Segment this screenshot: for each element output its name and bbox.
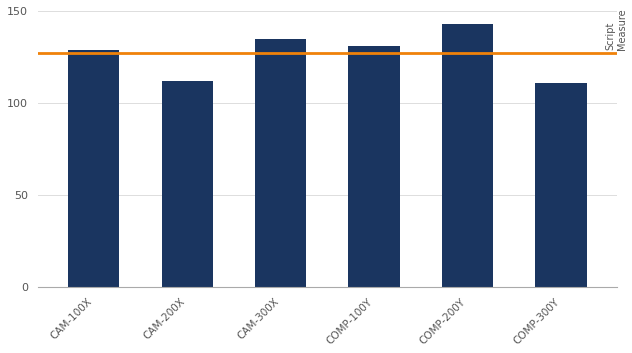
Bar: [162, 81, 213, 287]
Bar: [68, 49, 119, 287]
Bar: [535, 83, 586, 287]
Text: PageHits: PageHits: [37, 125, 47, 173]
Text: Script
Measure: Script Measure: [605, 8, 626, 49]
Bar: [442, 24, 494, 287]
Bar: [348, 46, 400, 287]
Bar: [255, 38, 307, 287]
